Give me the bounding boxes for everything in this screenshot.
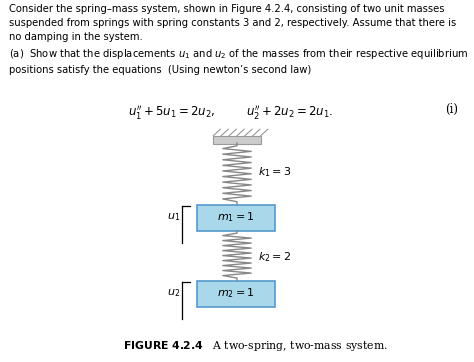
Text: $k_1 = 3$: $k_1 = 3$ (258, 165, 292, 179)
Text: $u_1$: $u_1$ (167, 212, 180, 223)
Text: $u_2'' + 2u_2 = 2u_1.$: $u_2'' + 2u_2 = 2u_1.$ (246, 103, 334, 121)
Text: $k_2 = 2$: $k_2 = 2$ (258, 250, 292, 264)
FancyBboxPatch shape (197, 281, 275, 307)
Text: $m_2 = 1$: $m_2 = 1$ (217, 287, 255, 300)
FancyBboxPatch shape (213, 136, 261, 144)
Text: $u_1'' + 5u_1 = 2u_2,$: $u_1'' + 5u_1 = 2u_2,$ (128, 103, 216, 121)
Text: $u_2$: $u_2$ (167, 288, 180, 299)
Text: (i): (i) (446, 103, 458, 116)
FancyBboxPatch shape (197, 205, 275, 231)
Text: $\bf{FIGURE\ 4.2.4}$   A two-spring, two-mass system.: $\bf{FIGURE\ 4.2.4}$ A two-spring, two-m… (123, 339, 388, 353)
Text: Consider the spring–mass system, shown in Figure 4.2.4, consisting of two unit m: Consider the spring–mass system, shown i… (9, 4, 469, 75)
Text: $m_1 = 1$: $m_1 = 1$ (217, 211, 255, 224)
